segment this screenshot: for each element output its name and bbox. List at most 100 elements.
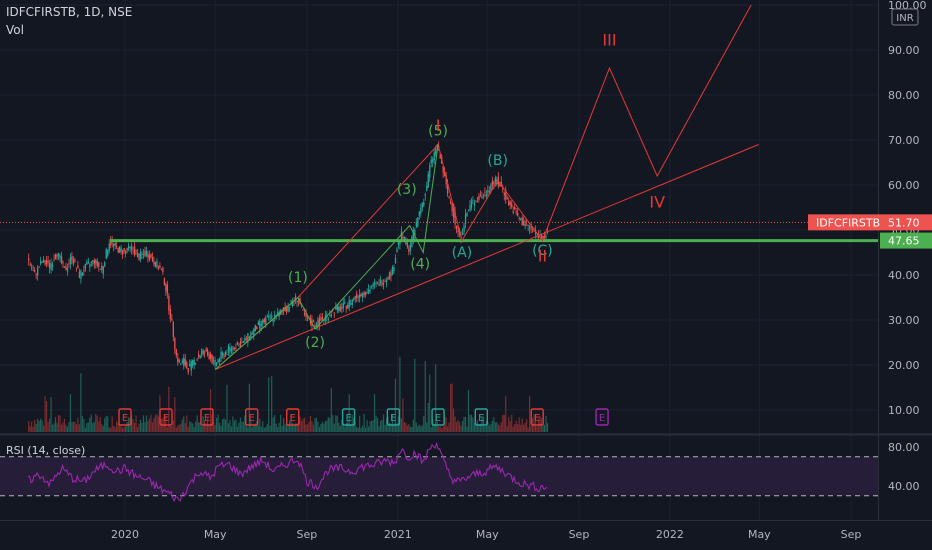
volume-bar — [348, 394, 350, 432]
volume-bar — [275, 423, 277, 432]
volume-bar — [38, 421, 40, 432]
candle-body — [57, 252, 60, 257]
candle-body — [142, 253, 145, 255]
wave-lines — [214, 4, 759, 370]
candle-body — [224, 352, 227, 355]
candle-body — [359, 294, 361, 299]
candle-body — [476, 197, 479, 199]
wave-label: (2) — [305, 335, 325, 351]
volume-bar — [379, 420, 382, 432]
volume-bar — [509, 421, 511, 432]
volume-bar — [83, 419, 85, 432]
candle-body — [376, 281, 379, 283]
time-tick-label: Sep — [297, 528, 318, 541]
candle-body — [418, 211, 420, 216]
candle-body — [95, 259, 97, 264]
volume-bar — [71, 421, 73, 432]
volume-bar — [101, 424, 103, 432]
volume-bar — [236, 426, 239, 432]
volume-bar — [226, 384, 228, 432]
candle-body — [482, 195, 485, 197]
rsi-band — [0, 456, 878, 496]
volume-bar — [257, 424, 259, 432]
volume-bar — [293, 425, 295, 432]
candle-body — [382, 283, 385, 285]
candle-body — [479, 195, 482, 197]
volume-bar — [439, 426, 441, 432]
candle-body — [485, 194, 488, 197]
candle-body — [475, 200, 477, 203]
earnings-icon — [341, 408, 356, 426]
volume-bar — [427, 402, 429, 432]
volume-bar — [245, 424, 247, 432]
candle-body — [150, 253, 152, 258]
volume-bar — [533, 414, 535, 432]
volume-bar — [499, 425, 501, 432]
wave-line — [214, 144, 439, 370]
candle-body — [93, 260, 95, 265]
candle-body — [41, 261, 43, 263]
candle-body — [89, 264, 91, 268]
volume-bar — [241, 421, 243, 432]
volume-bar — [269, 425, 271, 432]
wave-label: (A) — [452, 245, 473, 261]
earnings-letter: E — [599, 413, 605, 424]
earnings-icon — [530, 408, 544, 426]
candle-body — [239, 341, 242, 348]
candle-body — [409, 244, 412, 251]
volume-bar — [29, 426, 31, 432]
volume-bar — [265, 426, 267, 432]
volume-bar — [230, 426, 233, 432]
candle-body — [87, 261, 90, 264]
volume-bar — [229, 420, 231, 432]
wave-label: II — [538, 247, 547, 266]
earnings-icon — [595, 408, 609, 426]
candle-body — [53, 259, 55, 261]
volume-bar — [463, 416, 465, 432]
volume-bar — [99, 416, 101, 432]
volume-bar — [490, 423, 492, 432]
volume-bar — [132, 419, 134, 432]
candle-body — [509, 202, 511, 205]
volume-bar — [496, 422, 498, 432]
volume-bar — [418, 424, 420, 432]
candle-body — [206, 349, 209, 355]
volume-bar — [415, 422, 417, 432]
volume-bar — [452, 408, 455, 432]
candle-body — [363, 291, 365, 295]
price-tick-label: 70.00 — [888, 134, 920, 147]
volume-bar — [326, 420, 328, 432]
volume-bar — [51, 424, 54, 432]
candle-body — [291, 302, 294, 306]
volume-bar — [41, 420, 43, 432]
candle-body — [469, 205, 471, 211]
volume-bar — [315, 417, 318, 432]
volume-bar — [205, 423, 207, 432]
volume-bar — [478, 425, 480, 432]
candle-body — [99, 268, 101, 270]
volume-bar — [518, 417, 520, 432]
candle-body — [527, 224, 529, 226]
volume-bar — [485, 420, 487, 432]
candle-body — [461, 232, 464, 235]
volume-bar — [204, 420, 206, 432]
volume-bar — [111, 416, 113, 432]
candle-body — [344, 302, 346, 304]
price-tick-label: 40.00 — [888, 269, 920, 282]
candle-body — [439, 154, 441, 159]
volume-bar — [102, 425, 104, 432]
candle-body — [135, 250, 137, 252]
volume-bar — [511, 414, 513, 432]
volume-bar — [333, 423, 335, 432]
candle-body — [180, 364, 182, 365]
volume-bar — [357, 427, 359, 432]
candle-body — [38, 266, 40, 268]
volume-bar — [274, 415, 276, 432]
volume-bar — [523, 424, 525, 432]
volume-bar — [505, 396, 507, 432]
volume-bar — [142, 415, 145, 432]
volume-bar — [466, 426, 468, 432]
candle-body — [272, 319, 274, 322]
